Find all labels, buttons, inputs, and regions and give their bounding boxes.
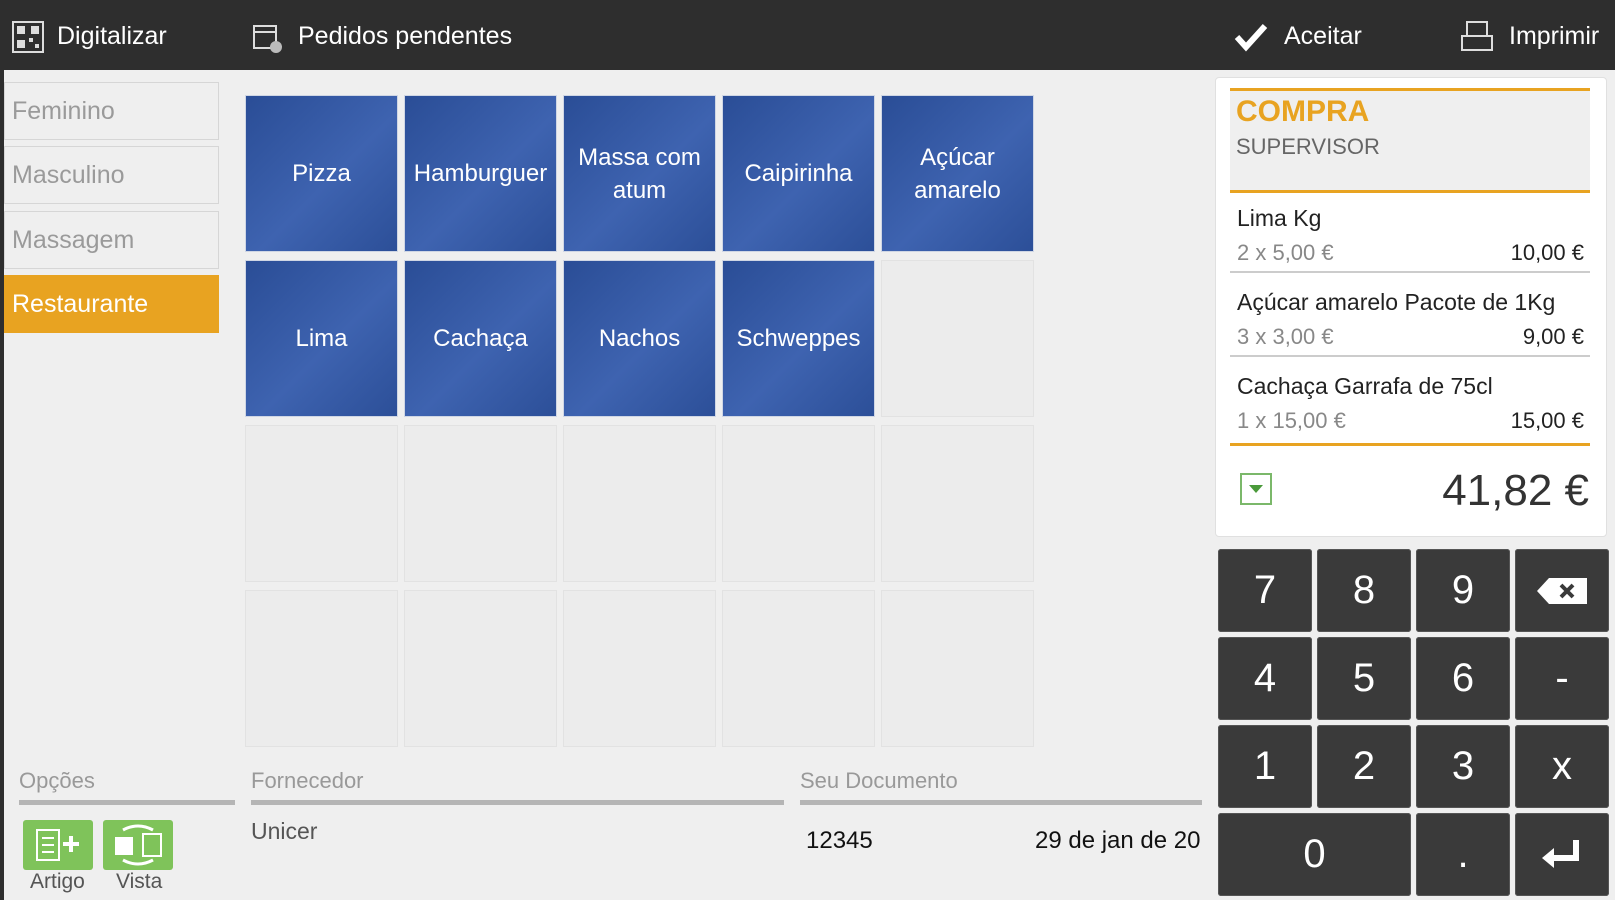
category-tab[interactable]: Masculino (4, 146, 219, 205)
line-qty: 2 x 5,00 € (1237, 240, 1334, 265)
order-subtitle: SUPERVISOR (1236, 134, 1380, 159)
order-title: COMPRA (1236, 95, 1370, 128)
article-icon[interactable] (23, 820, 93, 870)
category-tab[interactable]: Massagem (4, 210, 219, 269)
category-tab[interactable]: Restaurante (4, 275, 219, 334)
product-button[interactable]: Açúcar amarelo (881, 95, 1034, 252)
keypad-key[interactable]: x (1515, 725, 1609, 808)
rule (800, 800, 1202, 805)
expand-button[interactable] (1240, 473, 1272, 505)
keypad-key[interactable]: 8 (1317, 549, 1411, 632)
scan-button[interactable]: Digitalizar (57, 22, 167, 50)
empty-slot (722, 425, 875, 582)
empty-slot (404, 590, 557, 747)
keypad-key[interactable]: 3 (1416, 725, 1510, 808)
pending-orders-button[interactable]: Pedidos pendentes (298, 22, 513, 50)
keypad-key[interactable]: 2 (1317, 725, 1411, 808)
product-button[interactable]: Caipirinha (722, 95, 875, 252)
keypad-key[interactable]: 1 (1218, 725, 1312, 808)
product-button[interactable]: Cachaça (404, 260, 557, 417)
total-rule (1230, 443, 1590, 446)
empty-slot (245, 590, 398, 747)
supplier-label: Fornecedor (251, 768, 364, 793)
product-button[interactable]: Massa com atum (563, 95, 716, 252)
category-tab[interactable]: Feminino (4, 82, 219, 140)
order-total: 41,82 € (1442, 466, 1589, 515)
view-icon[interactable] (103, 820, 173, 870)
line-total: 15,00 € (1510, 408, 1584, 433)
line-name: Cachaça Garrafa de 75cl (1237, 373, 1493, 399)
article-label: Artigo (30, 870, 85, 893)
separator (1230, 271, 1590, 273)
edge (0, 70, 4, 900)
qr-icon (12, 21, 44, 53)
keypad-key[interactable]: 7 (1218, 549, 1312, 632)
document-value[interactable]: 12345 (806, 827, 873, 854)
document-label: Seu Documento (800, 768, 958, 793)
empty-slot (404, 425, 557, 582)
options-label: Opções (19, 768, 95, 793)
keypad-key[interactable]: 9 (1416, 549, 1510, 632)
keypad-key[interactable]: . (1416, 813, 1510, 896)
line-name: Lima Kg (1237, 205, 1322, 231)
product-button[interactable]: Lima (245, 260, 398, 417)
empty-slot (881, 425, 1034, 582)
print-button[interactable]: Imprimir (1509, 22, 1600, 50)
backspace-key[interactable] (1515, 549, 1609, 632)
keypad-key[interactable]: 6 (1416, 637, 1510, 720)
supplier-value[interactable]: Unicer (251, 818, 318, 844)
keypad-key[interactable]: - (1515, 637, 1609, 720)
empty-slot (245, 425, 398, 582)
accept-button[interactable]: Aceitar (1284, 22, 1362, 50)
line-total: 10,00 € (1510, 240, 1584, 265)
empty-slot (881, 260, 1034, 417)
check-icon (1234, 23, 1268, 52)
keypad-key[interactable]: 5 (1317, 637, 1411, 720)
backspace-icon (1537, 577, 1587, 604)
line-total: 9,00 € (1522, 324, 1584, 349)
product-button[interactable]: Nachos (563, 260, 716, 417)
order-header (1230, 88, 1590, 193)
separator (1230, 355, 1590, 357)
line-qty: 1 x 15,00 € (1237, 408, 1346, 433)
keypad-key[interactable]: 4 (1218, 637, 1312, 720)
empty-slot (563, 590, 716, 747)
line-name: Açúcar amarelo Pacote de 1Kg (1237, 289, 1556, 315)
enter-icon (1542, 839, 1579, 868)
rule (19, 800, 235, 805)
view-label: Vista (116, 870, 163, 893)
empty-slot (881, 590, 1034, 747)
product-button[interactable]: Schweppes (722, 260, 875, 417)
product-button[interactable]: Hamburguer (404, 95, 557, 252)
empty-slot (563, 425, 716, 582)
calendar-icon (253, 25, 282, 53)
keypad-key[interactable]: 0 (1218, 813, 1411, 896)
toolbar (0, 0, 1615, 70)
print-icon (1461, 21, 1493, 51)
rule (251, 800, 784, 805)
date-value[interactable]: 29 de jan de 20 (1035, 827, 1201, 854)
line-qty: 3 x 3,00 € (1237, 324, 1334, 349)
product-button[interactable]: Pizza (245, 95, 398, 252)
empty-slot (722, 590, 875, 747)
enter-key[interactable] (1515, 813, 1609, 896)
